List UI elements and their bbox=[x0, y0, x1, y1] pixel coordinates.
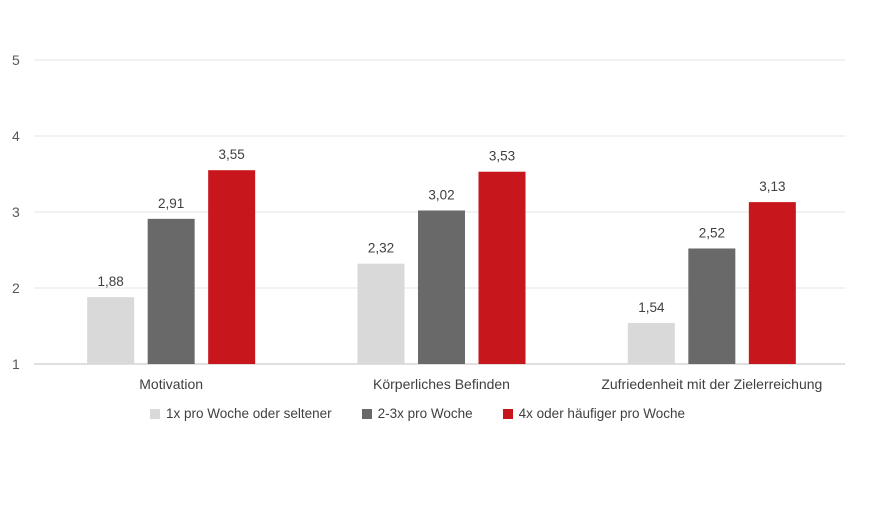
bar-2-1 bbox=[478, 171, 526, 364]
data-labels: 1,88 2,91 3,55 2,32 3,02 3,53 1,54 2,52 3,13 bbox=[98, 147, 786, 315]
data-label-2-2: 3,13 bbox=[759, 179, 785, 194]
legend-item-series-0: 1x pro Woche oder seltener bbox=[150, 406, 332, 421]
bar-0-1 bbox=[357, 263, 405, 364]
legend-item-series-2: 4x oder häufiger pro Woche bbox=[502, 406, 686, 421]
data-label-1-0: 2,91 bbox=[158, 196, 184, 211]
bars bbox=[87, 170, 796, 364]
data-label-1-1: 3,02 bbox=[428, 187, 454, 202]
category-label-1: Körperliches Befinden bbox=[373, 376, 510, 392]
category-labels: Motivation Körperliches Befinden Zufrieden… bbox=[139, 376, 822, 392]
bar-0-2 bbox=[627, 322, 675, 364]
bar-1-2 bbox=[688, 248, 736, 364]
data-label-2-1: 3,53 bbox=[489, 149, 515, 164]
legend-label-series-2: 4x oder häufiger pro Woche bbox=[518, 406, 686, 421]
bar-1-0 bbox=[147, 218, 195, 364]
bar-0-0 bbox=[87, 297, 135, 364]
y-axis-ticks: 1 2 3 4 5 bbox=[12, 52, 20, 372]
legend-label-series-0: 1x pro Woche oder seltener bbox=[166, 406, 332, 421]
data-label-0-2: 1,54 bbox=[638, 300, 665, 315]
legend-item-series-1: 2-3x pro Woche bbox=[361, 406, 473, 421]
legend-swatch-series-0 bbox=[150, 408, 160, 419]
legend: 1x pro Woche oder seltener 2-3x pro Woch… bbox=[150, 406, 685, 421]
bar-2-0 bbox=[208, 170, 256, 364]
y-tick-label: 2 bbox=[12, 280, 20, 296]
bar-2-2 bbox=[748, 202, 796, 364]
data-label-0-1: 2,32 bbox=[368, 241, 394, 256]
legend-swatch-series-2 bbox=[502, 408, 513, 419]
legend-label-series-1: 2-3x pro Woche bbox=[377, 406, 473, 421]
legend-swatch-series-1 bbox=[361, 408, 372, 419]
y-tick-label: 4 bbox=[12, 128, 20, 144]
data-label-0-0: 1,88 bbox=[98, 274, 124, 289]
category-label-2: Zufriedenheit mit der Zielerreichung bbox=[601, 376, 822, 392]
y-tick-label: 5 bbox=[12, 52, 20, 68]
data-label-2-0: 3,55 bbox=[219, 147, 245, 162]
data-label-1-2: 2,52 bbox=[699, 225, 725, 240]
category-label-0: Motivation bbox=[139, 376, 203, 392]
y-tick-label: 1 bbox=[12, 356, 20, 372]
bar-1-1 bbox=[418, 210, 465, 364]
y-tick-label: 3 bbox=[12, 204, 20, 220]
